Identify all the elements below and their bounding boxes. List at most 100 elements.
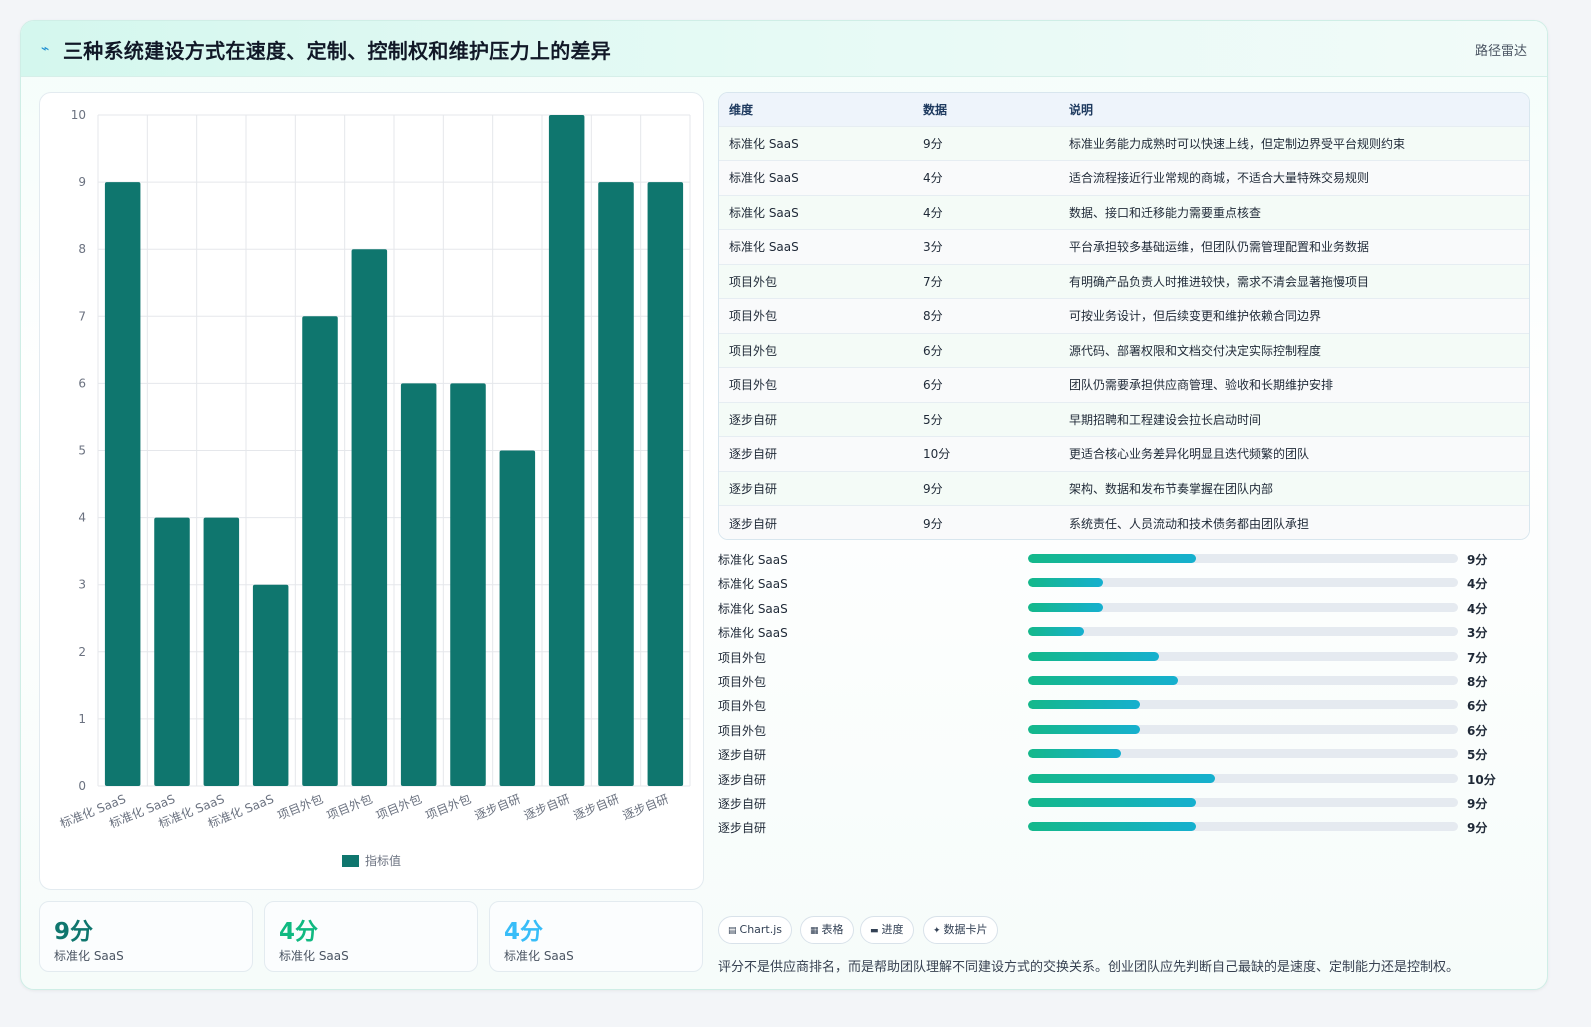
progress-track (1028, 578, 1458, 588)
legend-swatch (342, 855, 359, 867)
progress-label: 标准化 SaaS (718, 626, 788, 641)
cell-dimension: 项目外包 (729, 343, 778, 358)
x-tick-label: 逐步自研 (571, 792, 621, 823)
progress-value: 9分 (1467, 796, 1488, 811)
progress-fill (1028, 627, 1085, 637)
x-tick-label: 项目外包 (275, 792, 325, 823)
header-tag: 路径雷达 (1474, 44, 1527, 59)
cell-dimension: 逐步自研 (729, 481, 778, 496)
progress-value: 4分 (1467, 601, 1488, 616)
cell-data: 7分 (923, 274, 943, 289)
table-row: 标准化 SaaS 4分 数据、接口和迁移能力需要重点核查 (719, 195, 1529, 230)
progress-fill (1028, 578, 1103, 588)
cell-dimension: 项目外包 (729, 274, 778, 289)
chip-label: Chart.js (739, 923, 783, 936)
cell-description: 标准业务能力成熟时可以快速上线，但定制边界受平台规则约束 (1069, 136, 1406, 151)
progress-row: 项目外包 6分 (718, 719, 1530, 743)
progress-value: 4分 (1467, 577, 1488, 592)
bar (647, 182, 684, 787)
progress-row: 标准化 SaaS 4分 (718, 572, 1530, 596)
table-row: 项目外包 6分 源代码、部署权限和文档交付决定实际控制程度 (719, 333, 1529, 368)
table-row: 项目外包 6分 团队仍需要承担供应商管理、验收和长期维护安排 (719, 367, 1529, 402)
y-tick-label: 3 (78, 578, 86, 592)
progress-value: 3分 (1467, 626, 1488, 641)
chip-data-cards[interactable]: ✦ 数据卡片 (923, 916, 998, 944)
progress-track (1028, 651, 1458, 661)
table-row: 项目外包 8分 可按业务设计，但后续变更和维护依赖合同边界 (719, 298, 1529, 333)
cell-dimension: 项目外包 (729, 309, 778, 324)
y-tick-label: 8 (78, 242, 86, 256)
progress-label: 项目外包 (718, 650, 767, 665)
progress-row: 项目外包 6分 (718, 694, 1530, 718)
cell-data: 9分 (923, 481, 943, 496)
progress-label: 项目外包 (718, 723, 767, 738)
progress-fill (1028, 700, 1141, 710)
progress-label: 逐步自研 (718, 796, 767, 811)
progress-value: 9分 (1467, 553, 1488, 567)
chip-chartjs[interactable]: ▤ Chart.js (718, 916, 793, 944)
stat-value: 9分 (54, 919, 94, 945)
dashboard-card: ⌁ 三种系统建设方式在速度、定制、控制权和维护压力上的差异 路径雷达 0 1 2 3 4… (20, 20, 1548, 990)
bar (302, 316, 338, 786)
table-row: 逐步自研 9分 架构、数据和发布节奏掌握在团队内部 (719, 471, 1529, 506)
progress-label: 标准化 SaaS (718, 553, 788, 567)
progress-fill (1028, 602, 1103, 612)
progress-fill (1028, 724, 1141, 734)
y-tick-label: 0 (78, 779, 86, 793)
progress-label: 项目外包 (718, 699, 767, 714)
footnote: 评分不是供应商排名，而是帮助团队理解不同建设方式的交换关系。创业团队应先判断自己… (718, 960, 1460, 975)
cell-dimension: 标准化 SaaS (729, 136, 799, 151)
cell-description: 源代码、部署权限和文档交付决定实际控制程度 (1069, 343, 1322, 358)
progress-value: 6分 (1467, 723, 1488, 738)
cell-description: 系统责任、人员流动和技术债务都由团队承担 (1069, 516, 1310, 531)
progress-row: 标准化 SaaS 3分 (718, 621, 1530, 645)
table-row: 标准化 SaaS 9分 标准业务能力成熟时可以快速上线，但定制边界受平台规则约束 (719, 126, 1529, 161)
legend-label: 指标值 (365, 853, 401, 868)
progress-track (1028, 773, 1458, 783)
stat-label: 标准化 SaaS (54, 949, 124, 963)
table-header-row: 维度 数据 说明 (719, 93, 1529, 126)
bar (351, 249, 388, 786)
progress-value: 8分 (1467, 674, 1488, 689)
progress-list: 标准化 SaaS 9分 标准化 SaaS 4分 标准化 SaaS 4分 标准化 SaaS 3分… (718, 548, 1530, 841)
stat-label: 标准化 SaaS (279, 949, 349, 963)
bar (548, 115, 585, 786)
chip-table[interactable]: ▦ 表格 (800, 916, 854, 944)
progress-track (1028, 822, 1458, 832)
progress-label: 标准化 SaaS (718, 577, 788, 592)
bar (154, 517, 190, 786)
progress-row: 逐步自研 5分 (718, 743, 1530, 767)
progress-label: 逐步自研 (718, 748, 767, 763)
x-tick-label: 逐步自研 (522, 792, 572, 823)
bar (203, 517, 240, 786)
progress-track (1028, 602, 1458, 612)
spark-icon: ⌁ (41, 41, 50, 57)
progress-fill (1028, 797, 1197, 807)
stat-card: 4分 标准化 SaaS (264, 901, 478, 972)
cell-data: 3分 (923, 240, 943, 255)
cell-data: 10分 (923, 447, 951, 462)
column-header-dimension: 维度 (729, 102, 754, 117)
bar (104, 182, 141, 787)
stat-value: 4分 (504, 919, 544, 945)
progress-value: 5分 (1467, 748, 1488, 763)
stat-label: 标准化 SaaS (504, 949, 574, 963)
x-tick-label: 逐步自研 (621, 792, 671, 823)
cell-description: 团队仍需要承担供应商管理、验收和长期维护安排 (1069, 378, 1334, 393)
table-row: 逐步自研 5分 早期招聘和工程建设会拉长启动时间 (719, 402, 1529, 437)
progress-track (1028, 700, 1458, 710)
cell-description: 有明确产品负责人时推进较快，需求不清会显著拖慢项目 (1069, 274, 1370, 289)
chip-label: 表格 (821, 923, 844, 936)
cell-description: 可按业务设计，但后续变更和维护依赖合同边界 (1069, 309, 1322, 324)
card-icon: ✦ (933, 926, 941, 936)
y-tick-label: 4 (78, 511, 86, 525)
progress-value: 10分 (1467, 772, 1496, 787)
bar (499, 450, 536, 786)
progress-track (1028, 554, 1458, 563)
chip-progress[interactable]: ▬ 进度 (860, 916, 914, 944)
x-tick-label: 项目外包 (423, 792, 473, 823)
column-header-description: 说明 (1069, 102, 1094, 117)
stat-value: 4分 (279, 919, 319, 945)
x-tick-label: 项目外包 (374, 792, 424, 823)
